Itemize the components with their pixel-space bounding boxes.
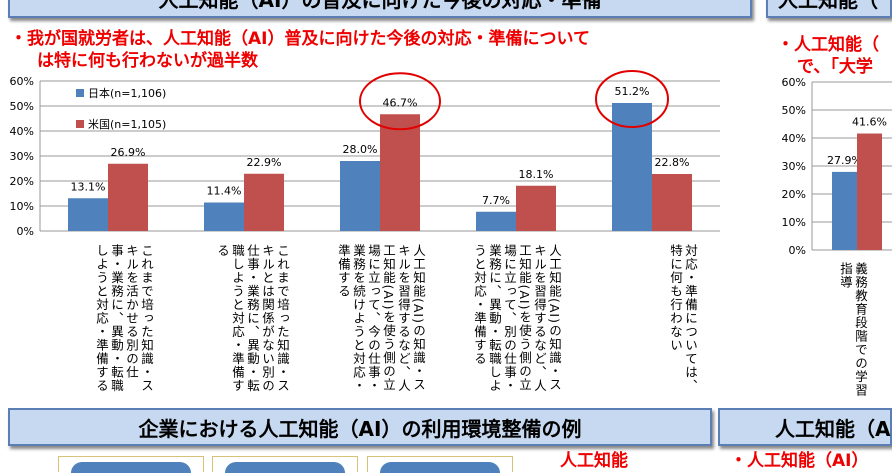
highlight-circle (359, 72, 441, 131)
x-category-label: これまで培った知識・スキルとは関係がない別の仕事・業務に、異動・転職しようと対応… (215, 244, 290, 393)
data-label: 18.1% (519, 168, 554, 181)
legend-swatch (76, 89, 84, 97)
data-label: 7.7% (482, 194, 510, 207)
subtitle-line: は特に何も行わないが過半数 (37, 51, 258, 71)
data-label: 11.4% (207, 185, 242, 198)
example-thumbnail (367, 456, 513, 473)
y-tick-label: 10% (10, 200, 34, 213)
x-category-label: 人工知能(AI)の知識・スキルを習得するなど、人工知能(AI)を使う側の立場に立… (472, 244, 562, 393)
highlight-circle (595, 70, 669, 128)
header-text: 人工知能（AI）の普及に向けた今後の対応・準備 (159, 0, 602, 13)
bar (832, 171, 857, 250)
legend-label: 米国(n=1,105) (88, 118, 166, 131)
bar (612, 103, 652, 231)
subtitle-left: ・我が国就労者は、人工知能（AI）普及に向けた今後の対応・準備について は特に何も… (10, 28, 590, 72)
section-header-right-bottom: 人工知能（A (718, 408, 892, 446)
bar (380, 114, 420, 231)
red-note-right: ・人工知能（AI） (730, 451, 869, 471)
subtitle-line: で、「大学 (797, 57, 873, 77)
data-label: 22.9% (247, 156, 282, 169)
subtitle-line: ・人工知能（ (777, 35, 879, 55)
y-tick-label: 60% (782, 76, 806, 89)
data-label: 28.0% (343, 143, 378, 156)
bar (652, 174, 692, 231)
y-tick-label: 0% (17, 225, 34, 238)
y-tick-label: 50% (782, 104, 806, 117)
legend-label: 日本(n=1,106) (88, 86, 166, 100)
x-category-label: 人工知能(AI)の知識・スキルを習得するなど、人工知能(AI)を使う側の立場に立… (336, 244, 426, 393)
bar (516, 185, 556, 231)
y-tick-label: 20% (10, 175, 34, 188)
data-label: 46.7% (383, 96, 418, 109)
bar (108, 163, 148, 231)
data-label: 41.6% (852, 116, 887, 129)
bar (476, 211, 516, 231)
y-tick-label: 50% (10, 100, 34, 113)
section-header-enterprise-ai: 企業における人工知能（AI）の利用環境整備の例 (8, 408, 712, 446)
bar (68, 198, 108, 231)
ellipse-shape (71, 462, 191, 473)
bar (340, 161, 380, 231)
ellipse-shape (380, 462, 500, 473)
section-header-right: 人工知能（ (766, 0, 892, 18)
subtitle-right: ・人工知能（ で、「大学 (777, 34, 879, 78)
header-text: 企業における人工知能（AI）の利用環境整備の例 (138, 416, 582, 441)
bar (244, 173, 284, 231)
y-tick-label: 40% (10, 125, 34, 138)
bar (857, 133, 882, 250)
x-category-label: 対応・準備については、特に何も行わない (668, 244, 698, 393)
bar (204, 202, 244, 231)
data-label: 13.1% (71, 180, 106, 193)
y-tick-label: 30% (782, 160, 806, 173)
section-header-ai-preparation: 人工知能（AI）の普及に向けた今後の対応・準備 (8, 0, 752, 18)
y-tick-label: 20% (782, 188, 806, 201)
y-tick-label: 0% (789, 244, 806, 257)
data-label: 27.9% (827, 154, 862, 167)
x-label: 義務教育段階での学習指導 (838, 262, 868, 397)
y-tick-label: 30% (10, 150, 34, 163)
x-category-label: これまで培った知識・スキルを活かせる別の仕事・業務に、異動・転職しようと対応・準… (94, 244, 154, 393)
example-thumbnail (212, 456, 358, 473)
y-tick-label: 10% (782, 216, 806, 229)
ellipse-shape (225, 462, 345, 473)
data-label: 26.9% (111, 146, 146, 159)
subtitle-line: ・我が国就労者は、人工知能（AI）普及に向けた今後の対応・準備について (10, 29, 590, 49)
data-label: 22.8% (655, 156, 690, 169)
header-text: 人工知能（A (775, 416, 891, 441)
red-note: 人工知能 (560, 451, 628, 471)
y-tick-label: 40% (782, 132, 806, 145)
example-thumbnail (58, 456, 204, 473)
data-label: 51.2% (615, 85, 650, 98)
legend-swatch (76, 120, 84, 128)
y-tick-label: 60% (10, 75, 34, 88)
header-text: 人工知能（ (778, 0, 878, 13)
